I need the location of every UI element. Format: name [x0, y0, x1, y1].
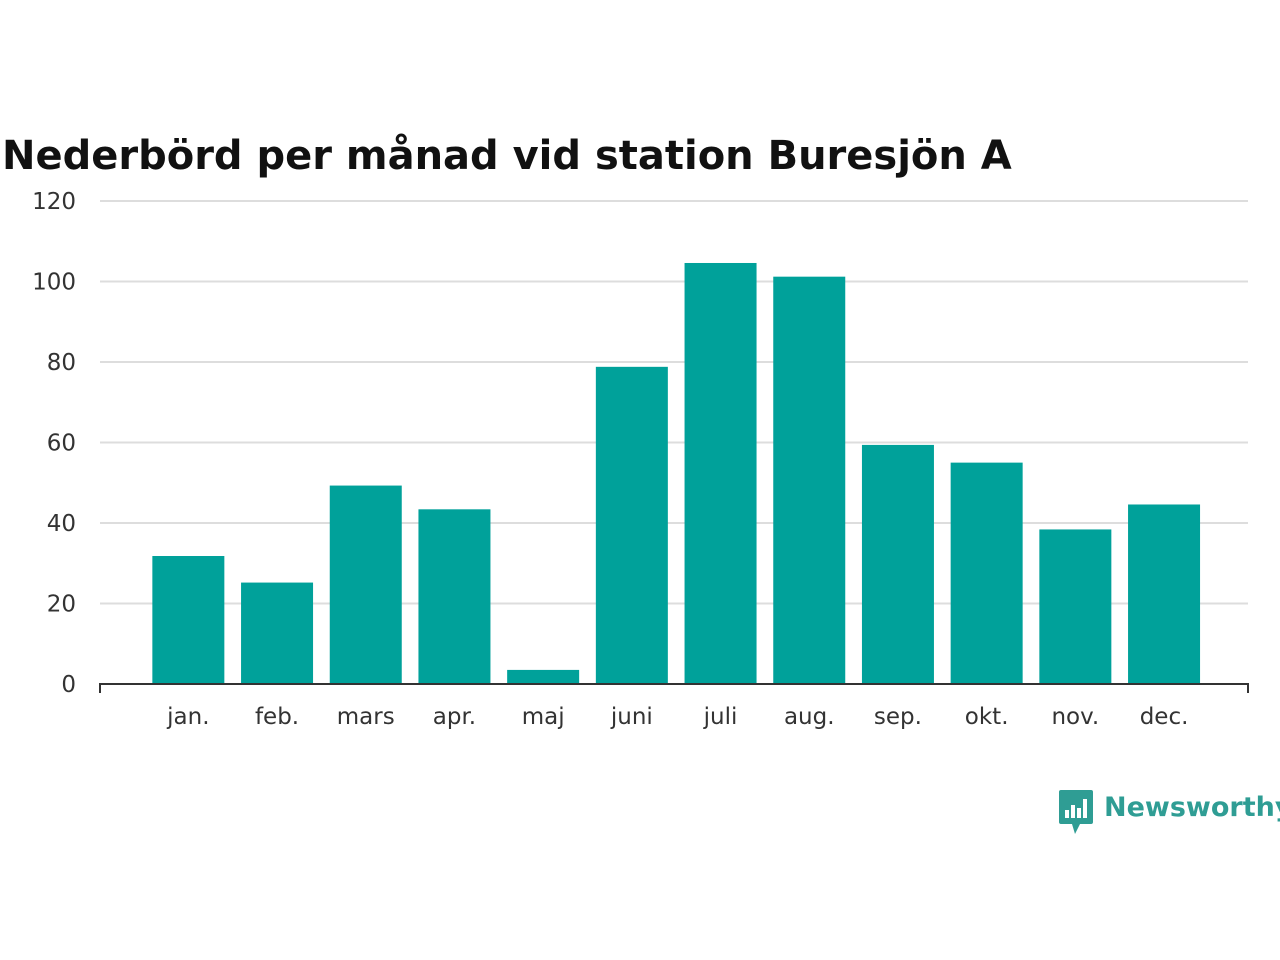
x-tick-label: nov.	[1051, 704, 1099, 730]
y-tick-label: 60	[47, 431, 76, 457]
bar	[1128, 504, 1201, 684]
y-tick-label: 40	[47, 511, 76, 537]
x-tick-label: juli	[703, 704, 738, 730]
bar	[241, 582, 314, 684]
x-tick-label: dec.	[1140, 704, 1189, 730]
bar	[329, 485, 402, 684]
y-tick-label: 100	[32, 270, 76, 296]
x-tick-label: aug.	[784, 704, 835, 730]
x-tick-label: okt.	[965, 704, 1009, 730]
y-tick-label: 120	[32, 189, 76, 215]
x-tick-label: jan.	[166, 704, 209, 730]
bars	[152, 262, 1201, 684]
x-tick-label: mars	[337, 704, 395, 730]
y-axis-tick-labels: 0 20 40 60 80 100 120	[32, 189, 76, 698]
bar	[595, 366, 668, 684]
chart-title: Nederbörd per månad vid station Buresjön…	[2, 133, 1012, 179]
bar	[507, 669, 580, 684]
y-tick-label: 0	[61, 672, 76, 698]
y-tick-label: 20	[47, 592, 76, 618]
brand-name: Newsworthy	[1104, 792, 1280, 823]
x-tick-label: feb.	[255, 704, 299, 730]
x-tick-label: sep.	[874, 704, 922, 730]
bar	[950, 462, 1023, 684]
newsworthy-brand: Newsworthy	[1058, 788, 1280, 838]
x-tick-label: maj	[522, 704, 565, 730]
bar	[152, 556, 225, 684]
bar	[1039, 529, 1112, 684]
bar	[773, 276, 846, 684]
x-axis-tick-labels: jan. feb. mars apr. maj juni juli aug. sep. okt. n…	[166, 704, 1188, 730]
newsworthy-logo-icon	[1059, 790, 1093, 834]
bar	[684, 262, 757, 684]
x-axis	[99, 683, 1249, 693]
x-tick-label: apr.	[433, 704, 476, 730]
x-tick-label: juni	[610, 704, 653, 730]
y-tick-label: 80	[47, 350, 76, 376]
bar	[861, 444, 934, 684]
bar	[418, 509, 491, 684]
